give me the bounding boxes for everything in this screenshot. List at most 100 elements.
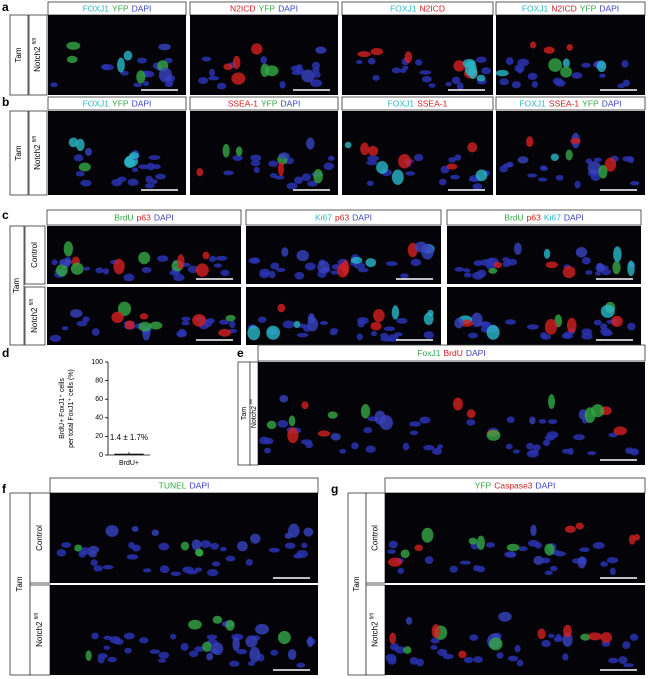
nucleus	[268, 160, 279, 167]
nucleus	[537, 177, 548, 182]
header: BrdU p63 DAPI	[114, 213, 173, 223]
nucleus	[526, 442, 534, 450]
cell-signal	[139, 313, 149, 320]
header: FOXJ1 N2ICD YFP DAPI	[522, 4, 619, 14]
header-word: N2ICD	[551, 4, 577, 14]
nucleus	[286, 182, 298, 190]
nucleus	[517, 58, 530, 67]
cell-signal	[566, 317, 577, 334]
nucleus	[250, 159, 261, 167]
nucleus	[540, 334, 552, 340]
side-box	[347, 492, 367, 676]
cell-signal	[277, 303, 286, 313]
cell-signal	[117, 301, 132, 317]
cell-signal	[223, 63, 233, 71]
header: FOXJ1 SSEA-1	[388, 99, 448, 109]
nucleus	[527, 72, 538, 80]
nucleus	[208, 255, 217, 262]
nucleus	[93, 565, 103, 572]
nucleus	[225, 555, 236, 562]
header: YFP Caspase3 DAPI	[475, 481, 556, 491]
cell-signal	[526, 136, 534, 148]
nucleus	[123, 273, 135, 282]
cell-signal	[550, 153, 559, 162]
nucleus	[528, 449, 539, 454]
nucleus	[419, 70, 432, 75]
header-word: DAPI	[564, 213, 584, 223]
nucleus	[502, 260, 511, 267]
cell-signal	[398, 153, 412, 169]
nucleus	[370, 330, 377, 337]
header: FOXJ1 N2ICD	[390, 4, 445, 14]
nucleus	[579, 547, 590, 552]
nucleus	[107, 656, 117, 663]
nucleus	[383, 326, 396, 332]
nucleus	[270, 173, 278, 178]
nucleus	[581, 256, 591, 265]
nucleus	[527, 324, 539, 330]
nucleus	[555, 634, 562, 641]
nucleus	[541, 557, 551, 564]
nucleus	[56, 549, 67, 557]
side-label: Tam	[15, 576, 24, 591]
row-label-sup: fl/fl	[34, 613, 40, 619]
nucleus	[621, 59, 629, 68]
nucleus	[623, 663, 634, 668]
cell-signal	[194, 548, 204, 557]
nucleus	[144, 183, 155, 189]
header-word: YFP	[259, 4, 276, 14]
nucleus	[327, 155, 335, 161]
cell-signal	[151, 529, 160, 536]
nucleus	[279, 81, 286, 89]
nucleus	[357, 317, 369, 325]
panel-letter: d	[2, 346, 9, 360]
row-label-main: Notch2	[35, 621, 44, 647]
cell-signal	[56, 263, 68, 277]
nucleus	[312, 71, 321, 78]
row-label-main: Control	[30, 242, 39, 268]
header-box	[446, 209, 642, 226]
nucleus	[516, 659, 524, 667]
nucleus	[223, 170, 234, 176]
header-word: N2ICD	[230, 4, 256, 14]
cell-signal	[70, 309, 83, 318]
nucleus	[250, 154, 262, 162]
nucleus	[123, 632, 135, 640]
cell-signal	[88, 550, 97, 558]
header-box	[495, 96, 646, 111]
side-label: Tam	[241, 407, 248, 420]
cell-signal	[611, 315, 623, 327]
header: FoxJ1 BrdU DAPI	[417, 348, 485, 358]
nucleus	[476, 565, 486, 573]
header-word: DAPI	[190, 481, 210, 491]
bar	[114, 453, 144, 455]
header-word: Caspase3	[494, 481, 533, 491]
cell-signal	[123, 50, 133, 61]
header-word: BrdU	[114, 213, 133, 223]
row-label-main: Notch2	[33, 144, 42, 170]
nucleus	[402, 65, 409, 70]
nucleus	[416, 658, 424, 667]
cell-signal	[563, 624, 572, 638]
nucleus	[95, 267, 104, 274]
cell-signal	[454, 317, 464, 329]
cell-signal	[202, 251, 210, 260]
header-word: FOXJ1	[83, 99, 110, 109]
nucleus	[205, 318, 215, 324]
cell-signal	[255, 623, 270, 635]
nucleus	[207, 569, 219, 577]
header-word: YFP	[475, 481, 492, 491]
nucleus	[298, 323, 308, 329]
nucleus	[581, 333, 593, 340]
nucleus	[133, 82, 143, 88]
header-word: Ki67	[315, 213, 332, 223]
row-label-sup: fl/fl	[32, 136, 38, 142]
cell-signal	[537, 628, 546, 640]
micrograph	[385, 585, 645, 675]
cell-signal	[317, 430, 331, 437]
header-word: DAPI	[599, 4, 619, 14]
cell-signal	[78, 162, 91, 172]
cell-signal	[278, 152, 290, 159]
nucleus	[247, 660, 256, 667]
header: FOXJ1 YFP DAPI	[83, 99, 152, 109]
